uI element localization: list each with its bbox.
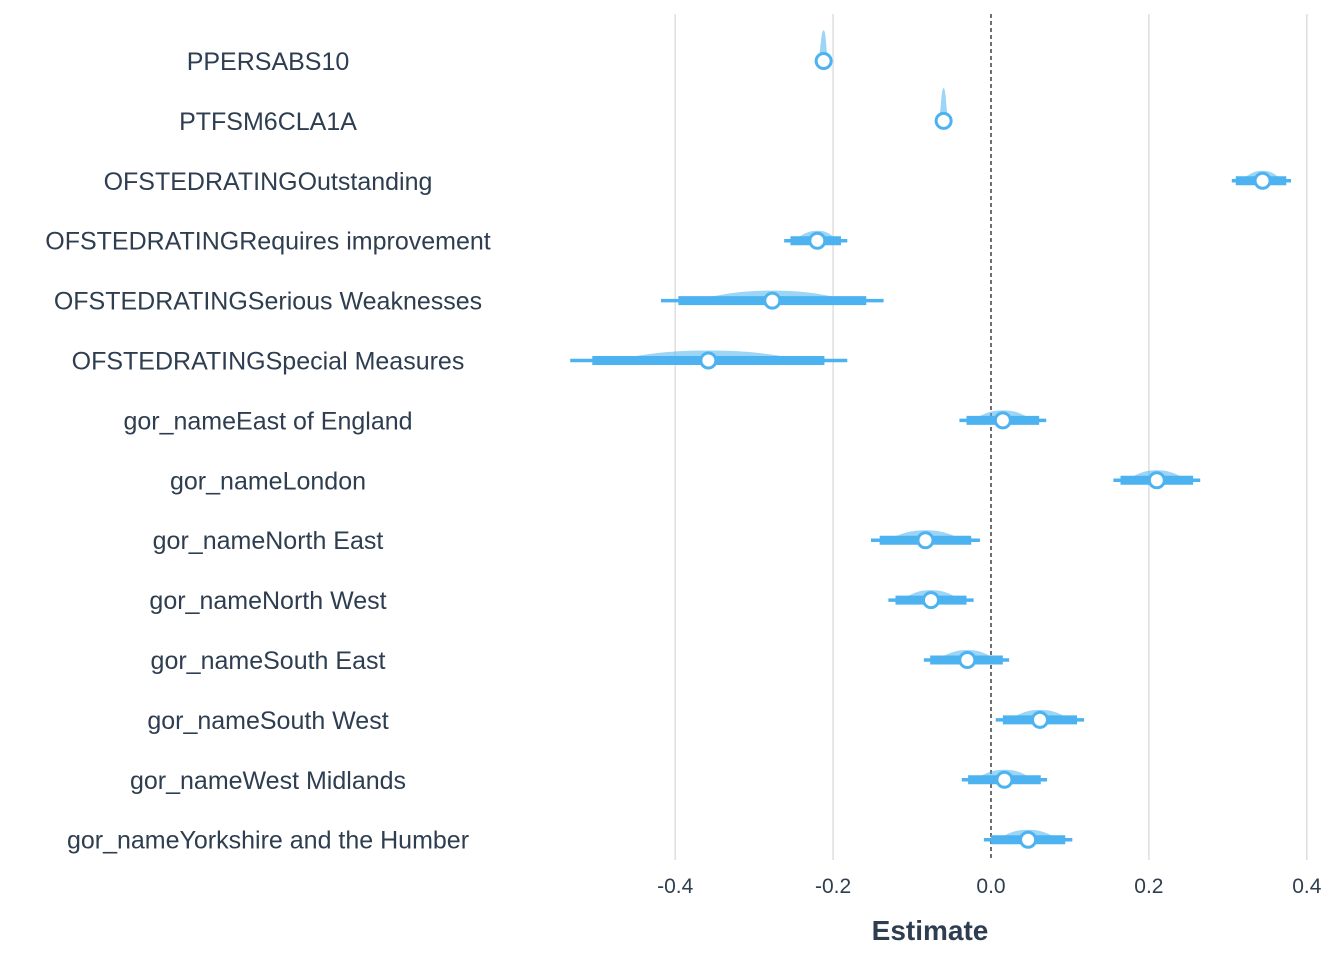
point-estimate: [1030, 710, 1049, 729]
term-label: OFSTEDRATINGOutstanding: [104, 168, 433, 196]
point-estimate: [1147, 471, 1166, 490]
point-estimate: [993, 411, 1012, 430]
term-label: gor_nameSouth West: [147, 707, 388, 735]
point-estimate: [916, 531, 935, 550]
term-label: gor_nameNorth West: [149, 587, 386, 615]
term-label: OFSTEDRATINGSerious Weaknesses: [54, 288, 482, 316]
point-estimate: [699, 351, 718, 370]
x-axis-title: Estimate: [872, 915, 989, 946]
estimate-marks: [570, 30, 1292, 849]
term-mark-group: [1231, 170, 1292, 190]
point-estimate: [1019, 830, 1038, 849]
point-estimate: [808, 231, 827, 250]
term-mark-group: [934, 87, 953, 130]
term-label: gor_nameLondon: [170, 467, 366, 495]
x-tick-labels: -0.4 -0.2 0.0 0.2 0.4: [657, 875, 1322, 898]
term-mark-group: [814, 30, 833, 70]
term-labels: PPERSABS10 PTFSM6CLA1A OFSTEDRATINGOutstan…: [45, 48, 491, 855]
term-label: PPERSABS10: [187, 48, 350, 76]
term-mark-group: [570, 350, 848, 370]
term-mark-group: [983, 829, 1073, 849]
point-estimate: [921, 591, 940, 610]
term-mark-group: [923, 650, 1010, 669]
x-tick-label: 0.4: [1292, 875, 1322, 898]
term-mark-group: [784, 230, 848, 250]
point-estimate: [995, 770, 1014, 789]
term-label: PTFSM6CLA1A: [179, 108, 357, 136]
term-label: gor_nameSouth East: [151, 647, 386, 675]
x-tick-label: -0.2: [815, 875, 851, 898]
point-estimate: [934, 111, 953, 130]
term-label: OFSTEDRATINGSpecial Measures: [72, 348, 465, 376]
x-tick-label: 0.2: [1134, 875, 1163, 898]
term-label: OFSTEDRATINGRequires improvement: [45, 228, 491, 256]
term-mark-group: [1113, 470, 1201, 490]
term-mark-group: [888, 590, 974, 610]
point-estimate: [958, 651, 977, 669]
term-mark-group: [961, 769, 1048, 789]
term-mark-group: [995, 709, 1085, 729]
term-label: gor_nameNorth East: [153, 527, 384, 555]
point-estimate: [1253, 171, 1272, 190]
term-label: gor_nameYorkshire and the Humber: [67, 827, 469, 855]
x-tick-label: -0.4: [657, 875, 694, 898]
term-label: gor_nameEast of England: [123, 407, 412, 435]
term-mark-group: [959, 410, 1047, 430]
point-estimate: [814, 52, 833, 70]
x-tick-label: 0.0: [976, 875, 1005, 898]
term-mark-group: [870, 530, 980, 550]
term-mark-group: [660, 290, 884, 310]
vertical-gridlines: [674, 14, 1308, 860]
point-estimate: [763, 291, 782, 310]
term-label: gor_nameWest Midlands: [130, 767, 406, 795]
